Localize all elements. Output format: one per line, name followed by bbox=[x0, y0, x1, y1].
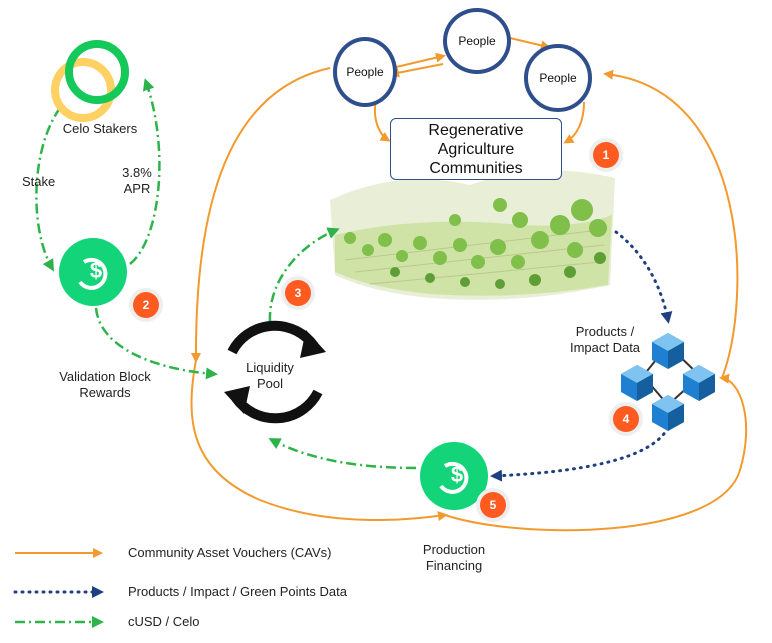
legend-label-cav: Community Asset Vouchers (CAVs) bbox=[128, 545, 332, 560]
refresh-cycle-icon bbox=[224, 320, 326, 424]
legend-lines bbox=[13, 548, 104, 628]
community-label: Regenerative Agriculture Communities bbox=[428, 121, 524, 177]
cav-flow-lines bbox=[190, 37, 748, 532]
apr-label: 3.8% APR bbox=[122, 165, 152, 196]
blockchain-cubes-icon bbox=[621, 333, 715, 431]
step-badge: 2 bbox=[133, 292, 159, 318]
people-label: People bbox=[539, 71, 577, 85]
stake-label: Stake bbox=[22, 174, 56, 189]
farm-landscape-illustration bbox=[330, 170, 615, 300]
step-badge: 4 bbox=[613, 406, 639, 432]
legend-label-cusd: cUSD / Celo bbox=[128, 614, 200, 629]
community-box: Regenerative Agriculture Communities bbox=[390, 118, 562, 180]
data-flow-lines bbox=[490, 230, 673, 482]
production-label: Production Financing bbox=[422, 542, 486, 573]
dollar-coin-icon: $ bbox=[420, 442, 488, 510]
liquidity-pool-label: Liquidity Pool bbox=[246, 360, 294, 391]
step-badge: 5 bbox=[480, 492, 506, 518]
cusd-flow-lines bbox=[35, 78, 417, 470]
dollar-coin-icon: $ bbox=[59, 238, 127, 306]
products-label: Products / Impact Data bbox=[569, 324, 641, 355]
svg-text:$: $ bbox=[451, 462, 463, 487]
people-node: People bbox=[524, 44, 592, 112]
step-badge: 3 bbox=[285, 280, 311, 306]
celo-stakers-logo bbox=[51, 40, 129, 122]
people-node: People bbox=[443, 8, 511, 74]
validation-label: Validation Block Rewards bbox=[59, 369, 151, 400]
step-badge: 1 bbox=[593, 142, 619, 168]
stakers-label: Celo Stakers bbox=[62, 121, 138, 136]
people-node: People bbox=[333, 37, 397, 107]
people-label: People bbox=[346, 65, 384, 79]
people-label: People bbox=[458, 34, 496, 48]
svg-text:$: $ bbox=[90, 258, 102, 283]
legend-label-data: Products / Impact / Green Points Data bbox=[128, 584, 347, 599]
